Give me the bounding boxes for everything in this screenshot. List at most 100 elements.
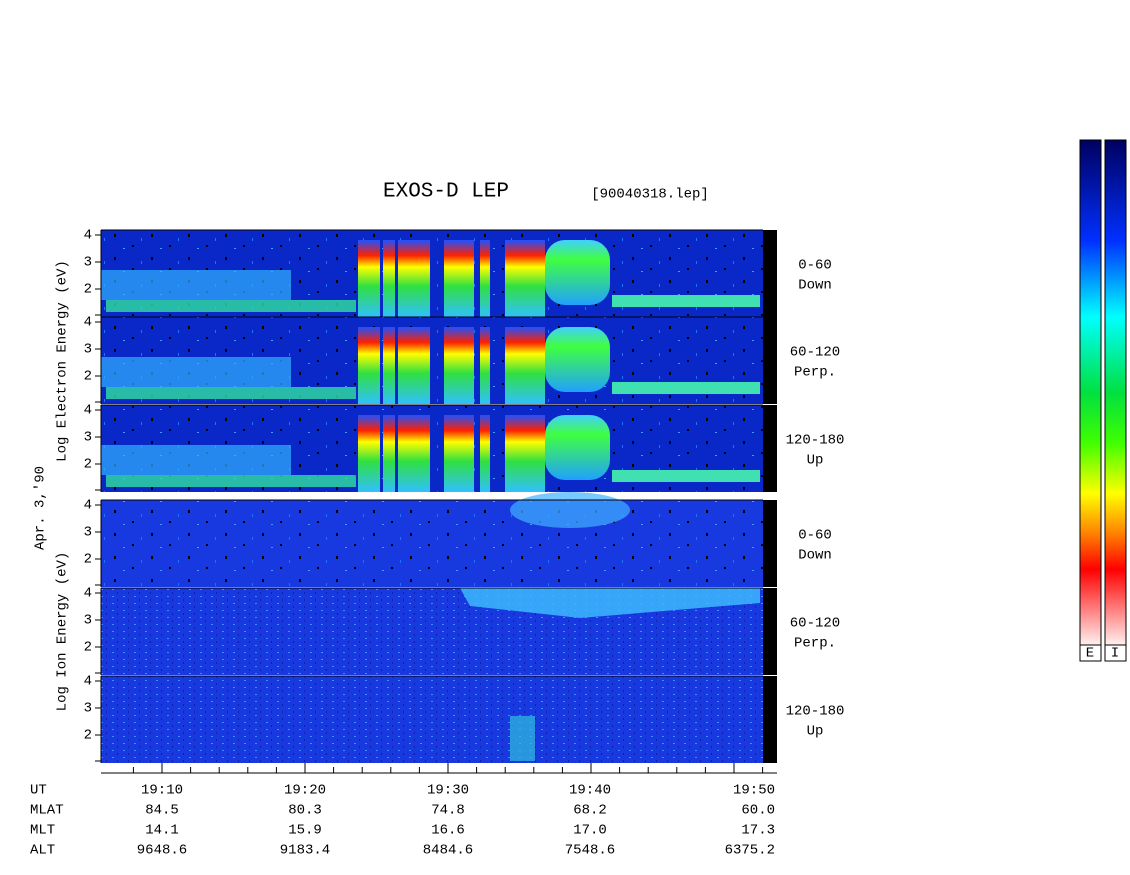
edge-strip (763, 500, 777, 587)
band (101, 357, 291, 387)
panel-label: 60-120 (790, 345, 840, 361)
burst (398, 327, 430, 404)
row-value: 17.0 (573, 823, 607, 839)
y-tick-label: 3 (84, 525, 92, 541)
row-label: ALT (30, 843, 55, 859)
y-axis-label: Log Electron Energy (eV) (55, 260, 71, 462)
y-tick-label: 4 (84, 498, 92, 514)
burst (505, 327, 545, 404)
burst (505, 415, 545, 492)
colorbar-label: I (1111, 646, 1119, 662)
y-tick-label: 3 (84, 342, 92, 358)
colorbar (1104, 139, 1127, 646)
panel-label: 60-120 (790, 616, 840, 632)
y-tick-label: 3 (84, 613, 92, 629)
colorbar-box (1104, 644, 1127, 662)
panel-label: 120-180 (786, 704, 845, 720)
spectrogram-noise (101, 500, 763, 587)
row-value: 19:20 (284, 783, 326, 799)
y-tick-label: 2 (84, 369, 92, 385)
panel-label: 120-180 (786, 433, 845, 449)
y-tick-label: 4 (84, 403, 92, 419)
row-value: 80.3 (288, 803, 322, 819)
band (101, 270, 291, 300)
row-value: 8484.6 (423, 843, 473, 859)
colorbar-label: E (1086, 646, 1094, 662)
burst (480, 240, 490, 317)
band (612, 382, 760, 394)
burst (383, 415, 395, 492)
burst (444, 327, 474, 404)
y-tick-label: 2 (84, 457, 92, 473)
panel-label: Perp. (794, 365, 836, 381)
spectrogram-noise (101, 676, 763, 763)
row-value: 74.8 (431, 803, 465, 819)
row-value: 9183.4 (280, 843, 330, 859)
burst (398, 415, 430, 492)
row-value: 9648.6 (137, 843, 187, 859)
date-label: Apr. 3,'90 (33, 466, 49, 550)
panel-label: 0-60 (798, 528, 832, 544)
burst (480, 327, 490, 404)
y-tick-label: 4 (84, 586, 92, 602)
row-value: 84.5 (145, 803, 179, 819)
burst (480, 415, 490, 492)
burst (383, 240, 395, 317)
panel-label: Perp. (794, 636, 836, 652)
edge-strip (763, 317, 777, 404)
y-tick-label: 4 (84, 315, 92, 331)
row-value: 19:30 (427, 783, 469, 799)
row-value: 15.9 (288, 823, 322, 839)
burst (545, 327, 610, 392)
y-tick-label: 4 (84, 674, 92, 690)
panel-label: Down (798, 548, 832, 564)
band (106, 300, 356, 312)
y-tick-label: 4 (84, 228, 92, 244)
edge-strip (763, 588, 777, 675)
row-value: 60.0 (741, 803, 775, 819)
edge-strip (763, 676, 777, 763)
band (106, 475, 356, 487)
burst (358, 327, 380, 404)
file-name: [90040318.lep] (591, 187, 709, 203)
burst (545, 415, 610, 480)
burst (444, 415, 474, 492)
row-label: UT (30, 783, 47, 799)
burst (505, 240, 545, 317)
row-label: MLT (30, 823, 55, 839)
panel-label: Up (807, 453, 824, 469)
row-value: 7548.6 (565, 843, 615, 859)
y-tick-label: 2 (84, 640, 92, 656)
y-tick-label: 3 (84, 430, 92, 446)
panel-label: 0-60 (798, 258, 832, 274)
patch (460, 588, 760, 618)
row-value: 19:10 (141, 783, 183, 799)
band (612, 295, 760, 307)
y-tick-label: 2 (84, 728, 92, 744)
patch (510, 492, 630, 528)
row-value: 16.6 (431, 823, 465, 839)
row-value: 19:50 (733, 783, 775, 799)
edge-strip (763, 230, 777, 317)
colorbar (1079, 139, 1102, 646)
colorbar-box (1079, 644, 1102, 662)
band (106, 387, 356, 399)
y-tick-label: 3 (84, 701, 92, 717)
band (101, 445, 291, 475)
burst (358, 415, 380, 492)
row-value: 68.2 (573, 803, 607, 819)
row-value: 17.3 (741, 823, 775, 839)
burst (545, 240, 610, 305)
panel-label: Up (807, 724, 824, 740)
row-label: MLAT (30, 803, 64, 819)
panel-label: Down (798, 278, 832, 294)
band (612, 470, 760, 482)
y-tick-label: 3 (84, 255, 92, 271)
row-value: 14.1 (145, 823, 179, 839)
burst (383, 327, 395, 404)
burst (358, 240, 380, 317)
patch (510, 716, 535, 761)
y-axis-label: Log Ion Energy (eV) (55, 552, 71, 712)
y-tick-label: 2 (84, 552, 92, 568)
